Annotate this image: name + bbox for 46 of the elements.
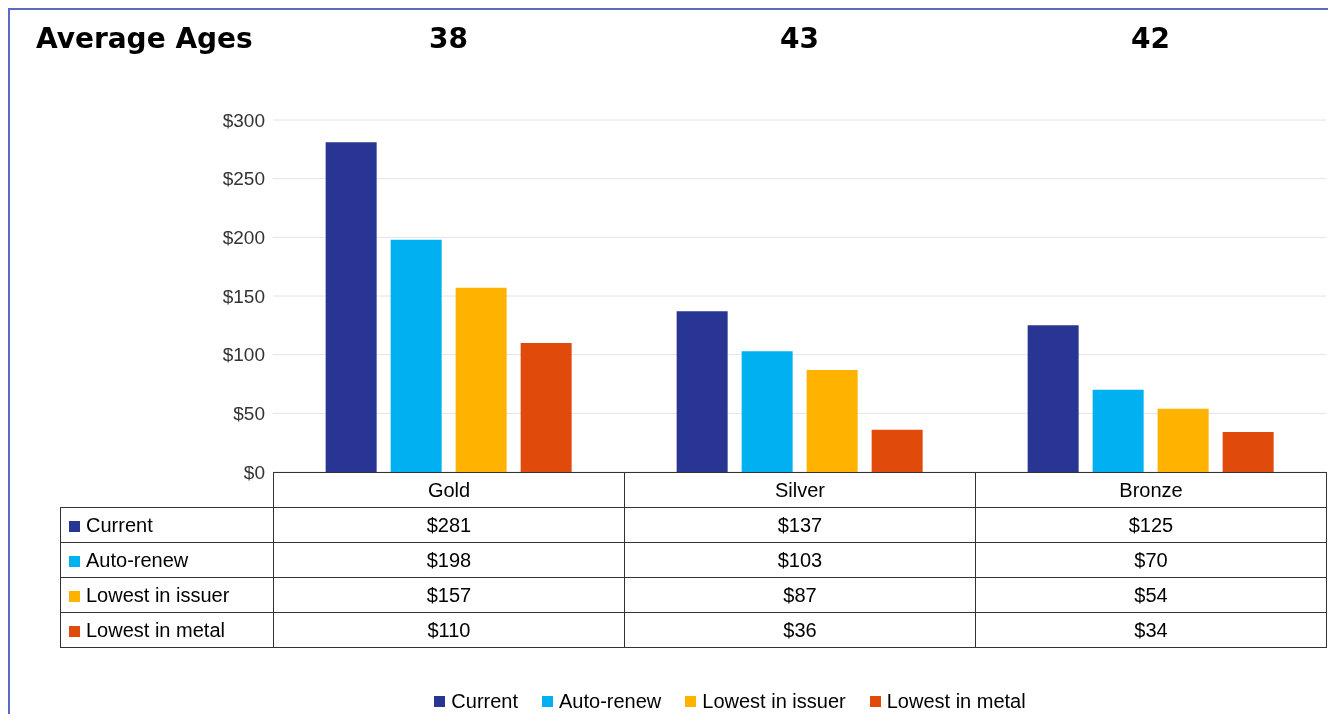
data-label: $70 bbox=[975, 542, 1327, 578]
data-label: $34 bbox=[975, 612, 1327, 648]
bar bbox=[741, 351, 793, 472]
legend-label: Auto-renew bbox=[60, 542, 274, 578]
bar bbox=[1027, 325, 1079, 472]
bar bbox=[455, 287, 507, 472]
bar bbox=[806, 369, 858, 472]
data-label: $198 bbox=[273, 542, 625, 578]
y-tick-label: $0 bbox=[243, 461, 265, 483]
bar bbox=[1157, 408, 1209, 472]
legend-label: Current bbox=[60, 507, 274, 543]
data-label: $54 bbox=[975, 577, 1327, 613]
data-label: $157 bbox=[273, 577, 625, 613]
bar bbox=[1222, 432, 1274, 472]
text: Current bbox=[451, 690, 519, 712]
x-tick-label: Bronze bbox=[975, 472, 1327, 508]
text: Auto-renew bbox=[559, 690, 662, 712]
bar bbox=[520, 342, 572, 472]
text: 38 bbox=[428, 22, 469, 55]
y-tick-label: $300 bbox=[222, 109, 265, 131]
text: 42 bbox=[1130, 22, 1171, 55]
bar bbox=[325, 142, 377, 472]
y-tick-label: $200 bbox=[222, 227, 265, 249]
data-label: $103 bbox=[624, 542, 976, 578]
data-label: $281 bbox=[273, 507, 625, 543]
data-label: $110 bbox=[273, 612, 625, 648]
bar bbox=[390, 239, 442, 472]
y-tick-label: $250 bbox=[222, 168, 265, 190]
y-tick-label: $50 bbox=[233, 403, 265, 425]
y-tick-label: $100 bbox=[222, 344, 265, 366]
bar bbox=[676, 311, 728, 472]
text: Lowest in issuer bbox=[86, 583, 230, 606]
data-label: $36 bbox=[624, 612, 976, 648]
bar bbox=[871, 429, 923, 472]
text: 43 bbox=[779, 22, 820, 55]
x-tick-label: Gold bbox=[273, 472, 625, 508]
chart-title: Average Ages bbox=[36, 22, 253, 55]
data-label: $137 bbox=[624, 507, 976, 543]
legend-label: Lowest in issuer bbox=[701, 690, 846, 713]
data-label: $125 bbox=[975, 507, 1327, 543]
bar bbox=[1092, 389, 1144, 472]
legend-label: Lowest in metal bbox=[885, 690, 1026, 713]
data-label: $87 bbox=[624, 577, 976, 613]
y-tick-label: $150 bbox=[222, 285, 265, 307]
x-tick-label: Silver bbox=[624, 472, 976, 508]
text: Lowest in metal bbox=[86, 618, 225, 641]
